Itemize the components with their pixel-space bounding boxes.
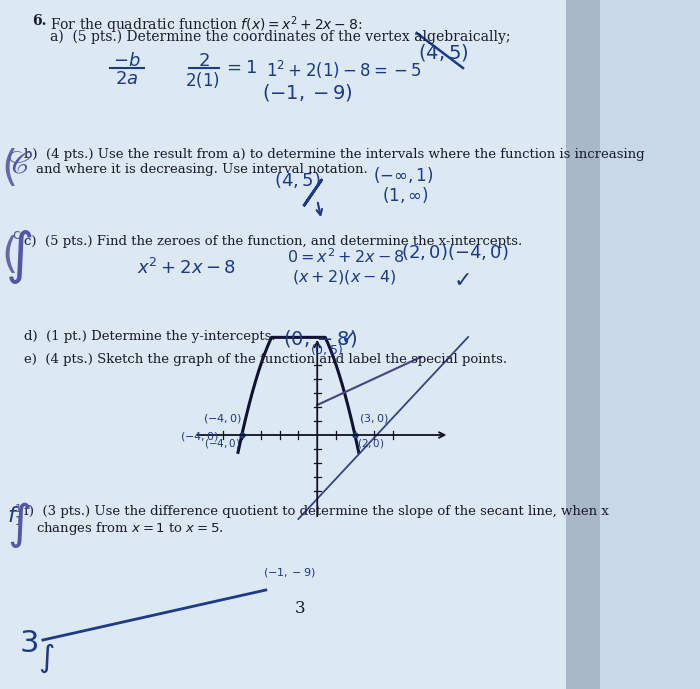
Text: $2$: $2$ [198,52,210,70]
Text: $(-1,-9)$: $(-1,-9)$ [262,566,315,579]
Text: $-b$: $-b$ [113,52,141,70]
Text: $\checkmark$: $\checkmark$ [453,268,470,290]
Text: $\mathscr{C}$: $\mathscr{C}$ [7,148,33,179]
Text: $(-\infty, 1)$: $(-\infty, 1)$ [373,165,433,185]
Text: $f$: $f$ [7,505,20,527]
Text: 6.: 6. [33,14,47,28]
Text: $(4,5)$: $(4,5)$ [419,42,469,63]
Text: $(0,-8)$: $(0,-8)$ [283,328,357,349]
Text: $0 = x^2 + 2x - 8$: $0 = x^2 + 2x - 8$ [287,248,405,267]
Text: b)  (4 pts.) Use the result from a) to determine the intervals where the functio: b) (4 pts.) Use the result from a) to de… [24,148,645,161]
Text: $(x+2)(x-4)$: $(x+2)(x-4)$ [291,268,396,286]
Text: c)  (5 pts.) Find the zeroes of the function, and determine the x-intercepts.: c) (5 pts.) Find the zeroes of the funct… [24,235,522,248]
Text: $1^2 + 2(1) - 8 = -5$: $1^2 + 2(1) - 8 = -5$ [266,59,422,81]
Text: d)  (1 pt.) Determine the y-intercepts.: d) (1 pt.) Determine the y-intercepts. [24,330,276,343]
Text: and where it is decreasing. Use interval notation.: and where it is decreasing. Use interval… [36,163,368,176]
Text: a)  (5 pts.) Determine the coordinates of the vertex algebraically;: a) (5 pts.) Determine the coordinates of… [50,30,510,44]
Text: $\mathsf{1}$: $\mathsf{1}$ [14,515,22,528]
Text: $(1, \infty)$: $(1, \infty)$ [382,185,428,205]
Text: $(0,5)$: $(0,5)$ [310,342,343,357]
Text: $(2,0)(-4,0)$: $(2,0)(-4,0)$ [401,242,509,262]
Text: $= 1$: $= 1$ [223,59,257,77]
Text: f)  (3 pts.) Use the difference quotient to determine the slope of the secant li: f) (3 pts.) Use the difference quotient … [24,505,609,518]
Text: changes from $x = 1$ to $x = 5$.: changes from $x = 1$ to $x = 5$. [36,520,223,537]
Text: $($: $($ [1,148,16,190]
Text: $3$: $3$ [19,628,38,659]
Text: $x^2 + 2x - 8$: $x^2 + 2x - 8$ [137,258,236,278]
Text: 3: 3 [295,600,305,617]
Text: e)  (4 pts.) Sketch the graph of the function and label the special points.: e) (4 pts.) Sketch the graph of the func… [24,353,507,366]
Text: $\int$: $\int$ [38,642,55,675]
Text: $\mathsf{c}$: $\mathsf{c}$ [12,228,21,242]
Text: $($: $($ [1,235,16,277]
Text: $(-1,-9)$: $(-1,-9)$ [262,82,352,103]
Text: $(-4,0)$: $(-4,0)$ [180,430,218,443]
Bar [566,0,600,689]
Text: $(2,0)$: $(2,0)$ [357,437,384,450]
Text: $(4,5)$: $(4,5)$ [274,170,321,190]
Text: $\checkmark$: $\checkmark$ [340,328,356,346]
Text: $(-4,0)$: $(-4,0)$ [204,412,242,425]
Text: $2a$: $2a$ [116,70,139,88]
Text: For the quadratic function $f(x) = x^2 + 2x - 8$:: For the quadratic function $f(x) = x^2 +… [50,14,362,36]
Text: $\mathsf{1}$: $\mathsf{1}$ [14,502,22,514]
Text: $\int$: $\int$ [5,228,33,286]
Text: $\int$: $\int$ [7,500,31,550]
Text: $(3,0)$: $(3,0)$ [359,412,389,425]
Text: $2(1)$: $2(1)$ [185,70,220,90]
Text: $(-4,0)$: $(-4,0)$ [204,437,240,450]
